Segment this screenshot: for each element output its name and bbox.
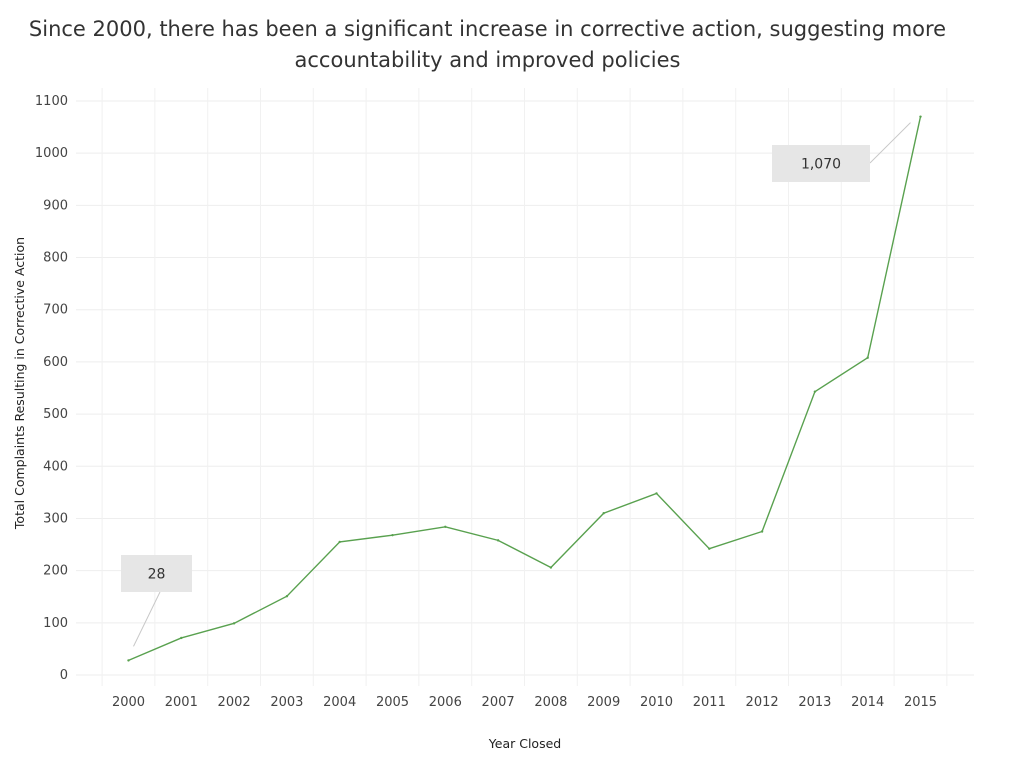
data-point <box>602 512 605 515</box>
data-point <box>496 539 500 542</box>
data-point <box>232 622 236 625</box>
y-tick-label: 600 <box>43 355 68 370</box>
y-tick-label: 300 <box>43 511 68 526</box>
chart-title: Since 2000, there has been a significant… <box>0 14 975 76</box>
annotation-leader <box>869 122 911 164</box>
data-point <box>444 525 447 529</box>
y-tick-label: 900 <box>43 198 68 213</box>
chart-title-line-2: accountability and improved policies <box>294 48 681 72</box>
annotation-callout: 28 <box>121 555 192 647</box>
data-point <box>708 547 711 550</box>
x-tick-label: 2009 <box>587 695 620 710</box>
annotations: 28 1,070 <box>121 122 911 647</box>
chart-title-line-1: Since 2000, there has been a significant… <box>28 17 947 41</box>
data-point <box>391 533 394 537</box>
data-point <box>655 492 658 495</box>
y-tick-label: 100 <box>43 616 68 631</box>
x-tick-label: 2005 <box>376 695 409 710</box>
data-point <box>180 636 183 640</box>
y-tick-label: 400 <box>43 459 68 474</box>
x-axis-ticks: 2000 2001 2002 2003 2004 2005 2006 2007 2008 2009… <box>112 695 937 710</box>
data-point <box>866 356 869 359</box>
x-tick-label: 2012 <box>746 695 779 710</box>
x-tick-label: 2013 <box>798 695 831 710</box>
annotation-box <box>772 145 870 182</box>
data-point <box>285 595 289 598</box>
x-tick-label: 2014 <box>851 695 884 710</box>
y-tick-label: 200 <box>43 564 68 579</box>
x-tick-label: 2010 <box>640 695 673 710</box>
x-tick-label: 2002 <box>218 695 251 710</box>
y-axis-ticks: 0 100 200 300 400 500 600 700 800 900 1000 1100 <box>35 94 68 683</box>
data-point <box>127 659 130 662</box>
x-tick-label: 2000 <box>112 695 145 710</box>
x-tick-label: 2004 <box>323 695 356 710</box>
annotation-label: 1,070 <box>801 157 841 173</box>
data-point <box>760 530 764 533</box>
x-axis-label: Year Closed <box>488 736 561 751</box>
y-tick-label: 0 <box>60 668 68 683</box>
x-tick-label: 2007 <box>482 695 515 710</box>
annotation-leader <box>133 591 161 647</box>
data-point <box>919 115 922 118</box>
data-point <box>813 390 817 393</box>
gridlines <box>76 88 974 686</box>
series-line <box>128 116 922 662</box>
y-axis-label: Total Complaints Resulting in Corrective… <box>12 237 27 530</box>
series-line-group <box>127 115 922 662</box>
x-tick-label: 2015 <box>904 695 937 710</box>
y-tick-label: 1000 <box>35 146 68 161</box>
x-tick-label: 2011 <box>693 695 726 710</box>
x-tick-label: 2008 <box>534 695 567 710</box>
x-tick-label: 2001 <box>165 695 198 710</box>
annotation-label: 28 <box>148 567 166 583</box>
y-tick-label: 1100 <box>35 94 68 109</box>
data-point <box>549 566 553 569</box>
x-tick-label: 2006 <box>429 695 462 710</box>
y-tick-label: 800 <box>43 251 68 266</box>
annotation-box <box>121 555 192 592</box>
y-tick-label: 500 <box>43 407 68 422</box>
data-point <box>338 540 341 544</box>
x-tick-label: 2003 <box>270 695 303 710</box>
annotation-callout: 1,070 <box>772 122 911 182</box>
y-tick-label: 700 <box>43 303 68 318</box>
